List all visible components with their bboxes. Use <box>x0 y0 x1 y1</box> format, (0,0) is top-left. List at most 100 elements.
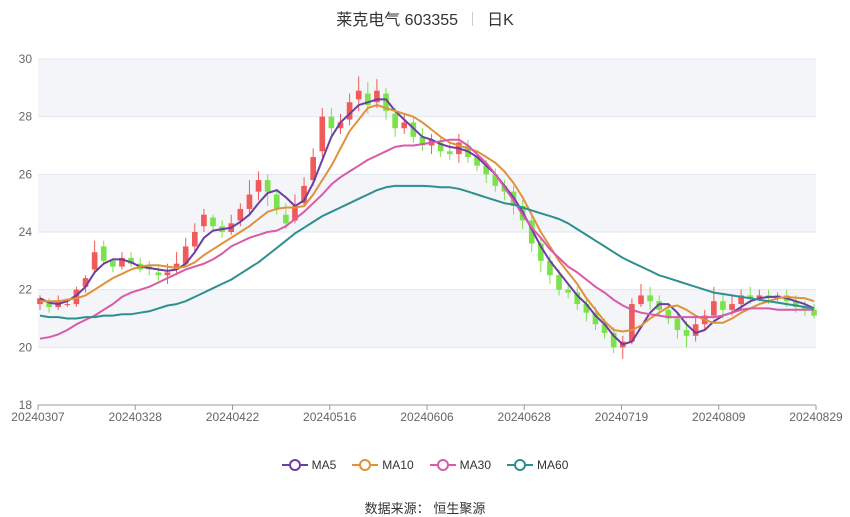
series-line-ma60 <box>39 184 815 320</box>
legend-label: MA60 <box>537 458 569 472</box>
candle-body <box>191 232 198 247</box>
candle <box>73 286 80 307</box>
candle-body <box>237 208 244 221</box>
candle-body <box>201 214 207 227</box>
candles <box>37 76 817 359</box>
grid-band <box>38 289 816 348</box>
candle-body <box>264 180 271 192</box>
candle-body <box>592 312 599 325</box>
candle-body <box>538 243 544 261</box>
candle-body <box>647 295 653 302</box>
candle-body <box>756 295 763 299</box>
candle-body <box>528 220 535 244</box>
background-bands <box>38 59 816 348</box>
candle <box>182 237 189 267</box>
grid-band <box>38 174 816 232</box>
candle-body <box>811 309 817 316</box>
legend-marker-icon <box>429 459 456 471</box>
candle-body <box>610 332 617 348</box>
x-tick-label: 20240328 <box>109 410 163 424</box>
candle-body <box>110 260 116 267</box>
candle-body <box>683 330 690 336</box>
x-tick-label: 20240628 <box>498 410 552 424</box>
y-tick-label: 30 <box>19 52 33 66</box>
legend-label: MA5 <box>311 458 337 472</box>
candle-body <box>155 272 162 276</box>
candle-body <box>747 295 754 299</box>
legend-item-ma60[interactable]: MA60 <box>507 458 568 472</box>
grid-band <box>38 59 816 117</box>
x-tick-label: 20240422 <box>206 410 260 424</box>
candle-body <box>802 306 808 310</box>
candle <box>374 79 380 109</box>
legend-item-ma5[interactable]: MA5 <box>281 458 337 472</box>
candle <box>328 108 335 137</box>
candle-body <box>319 116 326 152</box>
candle <box>538 237 544 273</box>
candle <box>383 87 389 120</box>
candle <box>128 252 134 267</box>
candle-body <box>64 304 71 306</box>
candle <box>119 252 125 270</box>
candle <box>310 148 316 186</box>
candle-body <box>392 113 398 129</box>
y-tick-label: 28 <box>19 110 33 124</box>
stock-name: 莱克电气 603355 <box>336 12 459 29</box>
candle-body <box>665 309 672 319</box>
candle <box>410 116 417 143</box>
y-tick-label: 24 <box>19 225 33 239</box>
candle-body <box>328 116 335 129</box>
data-source: 数据来源： 恒生聚源 <box>0 498 850 517</box>
candle-body <box>100 246 107 261</box>
candle <box>629 298 635 345</box>
candle <box>574 286 581 310</box>
candle-body <box>401 122 408 129</box>
candle <box>246 180 253 215</box>
legend-label: MA30 <box>459 458 492 472</box>
candle-body <box>374 90 380 103</box>
candle <box>583 298 590 322</box>
candle <box>492 168 499 192</box>
chart-title: 莱克电气 603355 日K <box>0 6 850 30</box>
candle <box>528 214 535 253</box>
x-tick-label: 20240719 <box>595 410 649 424</box>
candle <box>201 208 207 232</box>
candle <box>100 240 107 264</box>
candle-body <box>310 157 316 181</box>
period-label: 日K <box>487 12 514 29</box>
series-line-ma10 <box>40 104 815 333</box>
candle <box>210 214 216 232</box>
legend-item-ma30[interactable]: MA30 <box>429 458 492 472</box>
candle-body <box>492 174 499 186</box>
x-tick-label: 20240829 <box>789 410 843 424</box>
candle <box>401 113 408 134</box>
source-value: 恒生聚源 <box>433 501 486 516</box>
candle <box>346 93 353 126</box>
candle-body <box>574 292 581 305</box>
candle-body <box>720 301 726 310</box>
candle <box>647 286 653 310</box>
legend-item-ma10[interactable]: MA10 <box>352 458 414 472</box>
candle-body <box>547 260 553 276</box>
series-line-ma30 <box>39 138 814 340</box>
y-tick-label: 18 <box>19 398 33 412</box>
x-axis: 20240307 20240328 20240422 20240516 20240606… <box>11 404 843 424</box>
candle <box>610 327 617 354</box>
candle <box>191 223 198 253</box>
candle-body <box>383 93 389 111</box>
candle-body <box>638 295 644 305</box>
candle-body <box>738 295 744 305</box>
legend: MA5 MA10 MA30 MA60 <box>0 458 850 475</box>
candle-body <box>301 185 307 204</box>
candle-body <box>273 194 280 209</box>
x-tick-label: 20240606 <box>400 410 454 424</box>
candle <box>273 188 280 215</box>
moving-average-lines <box>39 98 815 346</box>
legend-marker-icon <box>507 459 534 471</box>
candle-body <box>283 214 289 224</box>
candle-body <box>601 324 608 333</box>
x-tick-label: 20240809 <box>692 410 746 424</box>
candle-body <box>474 157 480 166</box>
legend-marker-icon <box>281 459 308 471</box>
